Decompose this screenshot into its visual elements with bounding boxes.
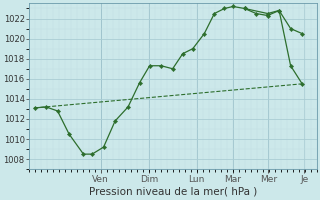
X-axis label: Pression niveau de la mer( hPa ): Pression niveau de la mer( hPa ) [89, 187, 257, 197]
